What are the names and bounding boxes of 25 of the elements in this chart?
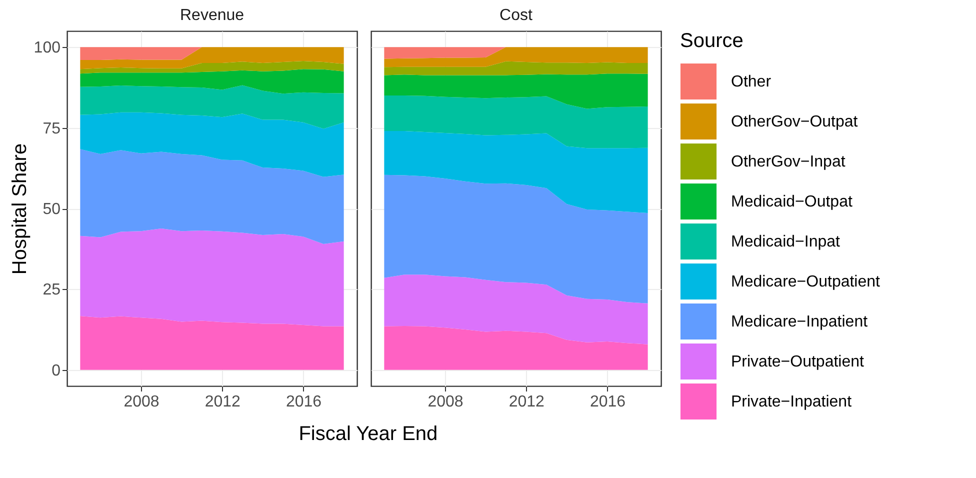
chart-title: Revenue [180, 7, 244, 24]
legend-label: Other [731, 74, 772, 90]
legend-label: Medicaid−Outpat [731, 194, 853, 210]
x-axis-title: Fiscal Year End [298, 423, 438, 445]
y-tick-label: 100 [34, 40, 61, 57]
legend-label: Medicare−Inpatient [731, 314, 868, 330]
x-tick-label: 2012 [508, 394, 545, 410]
legend-title: Source [680, 30, 744, 52]
y-axis-title: Hospital Share [8, 143, 31, 275]
x-tick-label: 2012 [204, 394, 241, 410]
y-tick-label: 50 [42, 201, 61, 218]
y-tick-label: 0 [52, 362, 61, 380]
x-tick-label: 2008 [428, 394, 464, 410]
legend-label: OtherGov−Inpat [731, 154, 846, 170]
chart-title: Cost [500, 7, 533, 24]
legend-label: OtherGov−Outpat [731, 114, 858, 130]
y-tick-label: 25 [42, 282, 61, 299]
x-tick-label: 2016 [590, 394, 626, 410]
y-tick-label: 75 [42, 120, 61, 138]
legend-label: Medicare−Outpatient [731, 274, 881, 290]
legend-label: Private−Outpatient [731, 354, 865, 370]
x-tick-label: 2008 [124, 394, 160, 410]
legend-label: Medicaid−Inpat [731, 234, 841, 250]
x-tick-label: 2016 [286, 394, 322, 410]
legend-label: Private−Inpatient [731, 394, 852, 410]
